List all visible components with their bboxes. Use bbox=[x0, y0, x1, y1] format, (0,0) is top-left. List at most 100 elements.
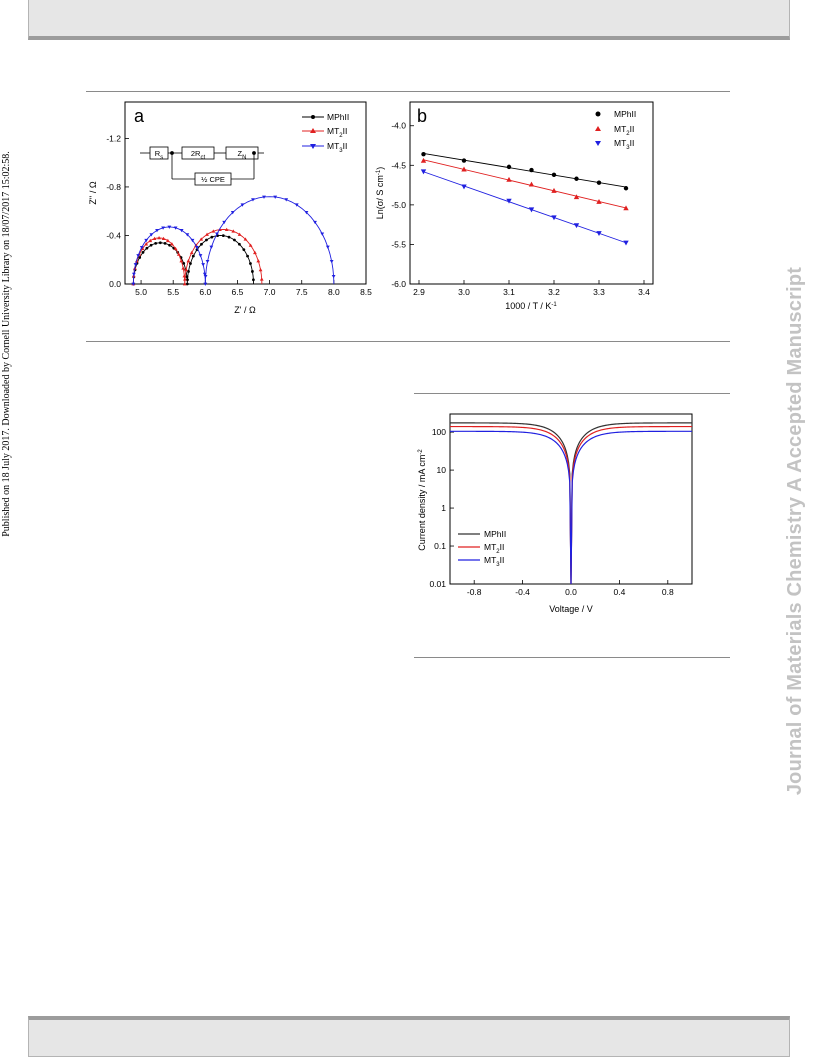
y-tick-label: -4.0 bbox=[391, 121, 406, 131]
x-tick-label: 7.5 bbox=[296, 287, 308, 297]
data-point bbox=[131, 282, 136, 286]
data-point bbox=[205, 259, 210, 264]
data-point bbox=[201, 263, 206, 267]
y-tick-label: -0.8 bbox=[106, 182, 121, 192]
y-axis-label: Current density / mA cm-2 bbox=[417, 449, 427, 551]
data-point bbox=[145, 246, 149, 250]
data-point bbox=[185, 233, 190, 237]
data-point bbox=[152, 236, 157, 240]
data-point bbox=[238, 242, 241, 246]
data-point bbox=[421, 152, 426, 157]
legend-label: MPhII bbox=[327, 112, 349, 122]
y-tick-label: -5.0 bbox=[391, 200, 406, 210]
legend-label: MT3II bbox=[327, 141, 347, 154]
x-tick-label: 5.5 bbox=[167, 287, 179, 297]
data-point bbox=[173, 226, 178, 230]
data-point bbox=[161, 226, 165, 230]
data-point bbox=[251, 198, 255, 202]
fit-line bbox=[423, 152, 627, 188]
series-line bbox=[132, 235, 254, 285]
legend-label: MT2II bbox=[327, 126, 347, 139]
data-point bbox=[284, 198, 289, 202]
legend-label: MPhII bbox=[484, 529, 506, 539]
legend-label: MT3II bbox=[484, 555, 504, 568]
data-point bbox=[331, 274, 336, 279]
x-tick-label: 0.4 bbox=[613, 587, 625, 597]
y-tick-label: -1.2 bbox=[106, 133, 121, 143]
data-point bbox=[195, 245, 199, 250]
x-tick-label: 8.0 bbox=[328, 287, 340, 297]
data-point bbox=[144, 238, 149, 243]
circuit-zn-label: ZN bbox=[238, 149, 247, 161]
y-tick-label: 100 bbox=[432, 427, 446, 437]
data-point bbox=[203, 282, 208, 286]
data-point bbox=[325, 245, 330, 249]
figure-jv-rule-upper bbox=[414, 393, 730, 394]
data-point bbox=[132, 272, 136, 276]
data-point bbox=[170, 242, 174, 246]
x-tick-label: 3.2 bbox=[548, 287, 560, 297]
y-tick-label: 1 bbox=[441, 503, 446, 513]
data-point bbox=[182, 282, 187, 286]
data-point bbox=[205, 232, 209, 236]
series-mt2ii bbox=[131, 227, 264, 286]
data-point bbox=[183, 277, 187, 281]
legend-label: MT2II bbox=[484, 542, 504, 555]
data-point bbox=[221, 234, 225, 238]
data-point bbox=[224, 227, 229, 232]
data-point bbox=[256, 259, 261, 263]
data-point bbox=[200, 242, 203, 246]
data-point bbox=[242, 248, 246, 252]
legend-label: MT2II bbox=[614, 124, 634, 137]
data-point bbox=[246, 254, 249, 258]
data-point bbox=[461, 158, 467, 163]
circuit-rs-label: Rs bbox=[155, 149, 163, 161]
data-point bbox=[199, 237, 204, 241]
x-tick-label: 3.4 bbox=[638, 287, 650, 297]
data-point bbox=[140, 246, 145, 251]
data-point bbox=[528, 207, 535, 213]
legend: MPhII MT2II MT3II bbox=[302, 112, 349, 154]
data-point bbox=[231, 229, 236, 233]
data-point bbox=[313, 220, 317, 225]
series-mt3ii bbox=[420, 169, 629, 246]
figure-top-rule-upper bbox=[86, 91, 730, 92]
data-point bbox=[215, 232, 219, 236]
data-point bbox=[573, 223, 580, 229]
data-point bbox=[551, 172, 557, 177]
data-point bbox=[420, 169, 427, 175]
y-tick-label: 0.01 bbox=[429, 579, 446, 589]
x-tick-label: -0.8 bbox=[467, 587, 482, 597]
nyquist-chart: 5.0 5.5 6.0 6.5 7.0 7.5 8.0 8.50.0-0.4-0.8-1.2 … bbox=[88, 101, 372, 315]
data-point bbox=[329, 259, 334, 264]
series-line bbox=[132, 228, 263, 285]
y-tick-label: -4.5 bbox=[391, 160, 406, 170]
data-point bbox=[253, 250, 257, 255]
y-axis-label: Z'' / Ω bbox=[88, 181, 98, 204]
x-tick-label: -0.4 bbox=[515, 587, 530, 597]
x-tick-label: 3.0 bbox=[458, 287, 470, 297]
data-point bbox=[144, 242, 149, 246]
data-point bbox=[420, 157, 427, 163]
journal-watermark: Journal of Materials Chemistry A Accepte… bbox=[784, 266, 806, 796]
data-point bbox=[506, 176, 512, 182]
y-tick-label: -0.4 bbox=[106, 230, 121, 240]
publication-note: Published on 18 July 2017. Downloaded by… bbox=[1, 151, 12, 537]
y-tick-label: 0.1 bbox=[434, 541, 446, 551]
data-point bbox=[157, 235, 161, 240]
data-point bbox=[211, 229, 216, 233]
data-point bbox=[262, 195, 266, 199]
data-point bbox=[320, 232, 325, 236]
data-point bbox=[155, 229, 159, 233]
data-point bbox=[574, 176, 579, 181]
data-point bbox=[623, 205, 629, 211]
data-point bbox=[461, 166, 467, 172]
panel-label: b bbox=[417, 106, 427, 126]
data-point bbox=[304, 211, 309, 215]
x-tick-label: 3.3 bbox=[593, 287, 605, 297]
x-tick-label: 6.0 bbox=[199, 287, 211, 297]
data-point bbox=[136, 254, 141, 258]
x-tick-label: 6.5 bbox=[232, 287, 244, 297]
data-point bbox=[243, 237, 248, 241]
plot-frame bbox=[124, 101, 367, 285]
